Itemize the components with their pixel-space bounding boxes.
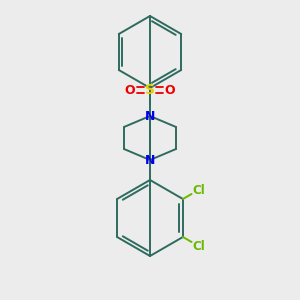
Text: Cl: Cl — [192, 184, 205, 196]
Text: O: O — [165, 83, 175, 97]
Text: Cl: Cl — [192, 239, 205, 253]
Text: S: S — [145, 83, 155, 97]
Text: N: N — [145, 110, 155, 122]
Text: O: O — [125, 83, 135, 97]
Text: N: N — [145, 154, 155, 166]
